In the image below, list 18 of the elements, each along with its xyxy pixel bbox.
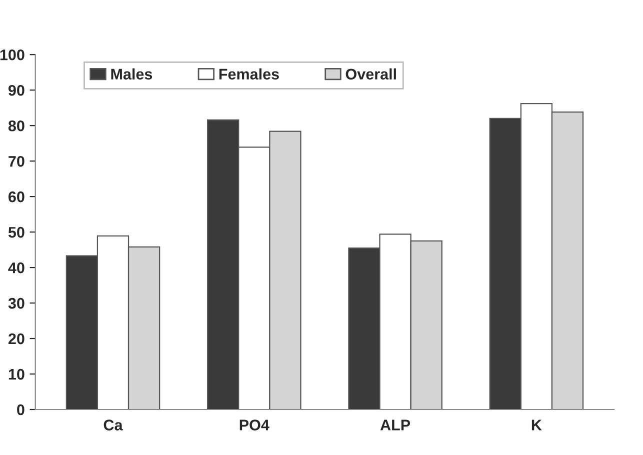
x-tick-label: PO4 (240, 420, 270, 430)
y-tick-label: 70 (8, 156, 24, 167)
legend-label: Overall (346, 68, 396, 80)
y-tick-label: 10 (8, 368, 24, 380)
x-tick-label: ALP (380, 420, 410, 430)
y-tick-label: 30 (8, 298, 24, 309)
y-tick-label: 90 (8, 84, 24, 96)
y-tick-label: 80 (8, 120, 24, 132)
x-tick-label: Ca (104, 420, 123, 430)
legend-label: Males (111, 68, 152, 80)
legend-label: Females (219, 68, 279, 80)
y-tick-label: 40 (8, 262, 24, 274)
x-tick-label: K (532, 420, 542, 430)
y-tick-label: 50 (8, 226, 24, 238)
y-tick-label: 100 (0, 49, 24, 60)
y-tick-label: 60 (8, 191, 24, 202)
y-tick-label: 0 (17, 404, 24, 416)
y-tick-label: 20 (8, 333, 24, 344)
